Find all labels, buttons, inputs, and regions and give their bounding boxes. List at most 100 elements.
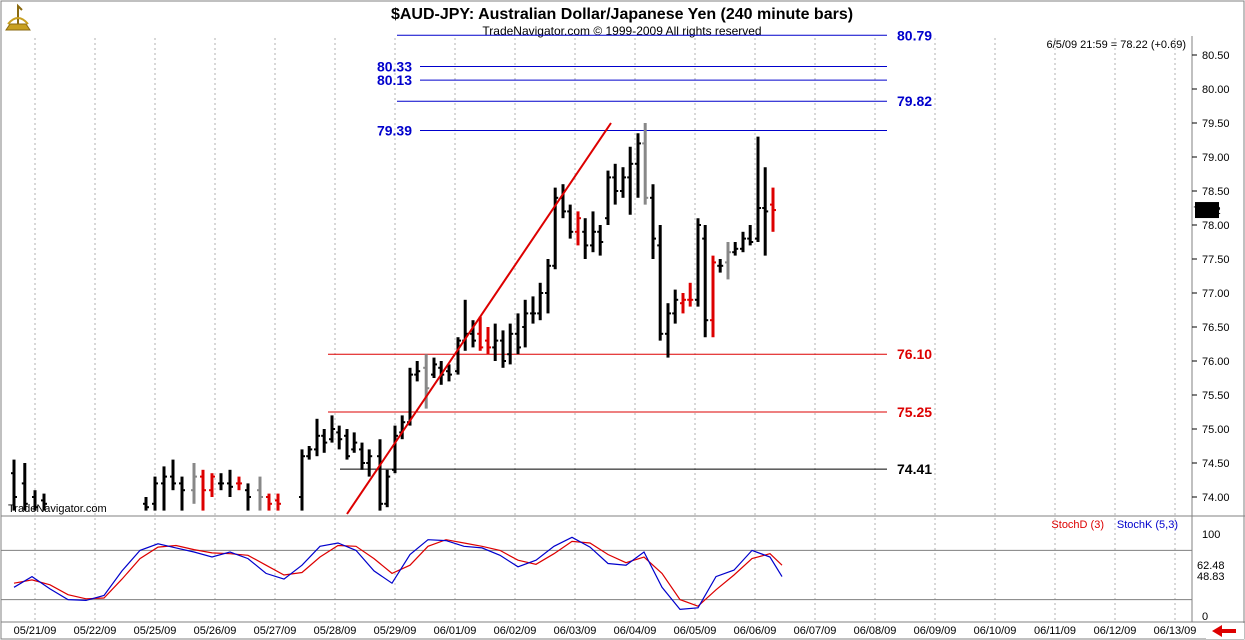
ohlc-bar xyxy=(537,282,544,321)
ohlc-bar xyxy=(710,255,716,338)
level-label: 80.79 xyxy=(897,27,932,43)
date-tick-label: 06/03/09 xyxy=(554,625,597,637)
price-tick-label: 78.50 xyxy=(1202,186,1230,198)
price-tick-label: 77.00 xyxy=(1202,288,1230,300)
ohlc-bar xyxy=(227,469,233,497)
date-tick-label: 06/12/09 xyxy=(1094,625,1137,637)
ohlc-bar xyxy=(275,493,281,511)
last-price-label: 78.22 xyxy=(1193,205,1221,217)
ohlc-bar xyxy=(687,282,694,307)
date-tick-label: 06/11/09 xyxy=(1034,625,1076,637)
date-tick-label: 06/13/09 xyxy=(1154,625,1197,637)
price-tick-label: 79.00 xyxy=(1202,152,1230,164)
ohlc-bar xyxy=(582,218,589,259)
ohlc-bar xyxy=(590,211,596,253)
date-tick-label: 06/09/09 xyxy=(914,625,957,637)
ohlc-bar xyxy=(755,136,761,242)
price-tick-label: 74.00 xyxy=(1202,492,1230,504)
date-tick-label: 06/05/09 xyxy=(674,625,717,637)
scroll-right-arrow-icon[interactable] xyxy=(1206,623,1244,639)
last-price-tag xyxy=(1195,202,1219,219)
ohlc-bar xyxy=(152,476,158,511)
price-tick-label: 80.00 xyxy=(1202,84,1230,96)
ohlc-bar xyxy=(336,425,343,450)
ohlc-bar xyxy=(245,483,251,511)
ohlc-bar xyxy=(257,476,263,511)
stoch-tick-label: 100 xyxy=(1202,529,1220,541)
price-tick-label: 75.50 xyxy=(1202,390,1230,402)
ohlc-bar xyxy=(732,242,739,256)
ohlc-bar xyxy=(627,146,634,215)
ohlc-bar xyxy=(359,442,365,470)
stoch-k-value: 48.83 xyxy=(1197,571,1225,583)
ohlc-bar xyxy=(384,469,391,508)
ohlc-bar xyxy=(414,361,421,382)
ohlc-bar xyxy=(329,415,335,443)
level-label: 75.25 xyxy=(897,404,932,420)
ohlc-bar xyxy=(492,323,499,361)
ohlc-bar xyxy=(545,259,551,314)
stoch-d-legend: StochD (3) xyxy=(1051,519,1104,531)
ohlc-bar xyxy=(209,473,215,497)
date-tick-label: 05/21/09 xyxy=(14,625,57,637)
ohlc-bar xyxy=(747,225,754,246)
tradenavigator-logo-icon xyxy=(5,3,31,31)
level-label: 79.82 xyxy=(897,93,932,109)
ohlc-bar xyxy=(702,225,709,338)
stoch-tick-label: 0 xyxy=(1202,611,1208,623)
ohlc-bar xyxy=(725,242,731,280)
ohlc-bar xyxy=(11,459,17,511)
ohlc-bar xyxy=(470,320,476,348)
ohlc-bar xyxy=(567,204,574,239)
ohlc-bar xyxy=(455,337,461,375)
price-tick-label: 80.50 xyxy=(1202,50,1230,62)
ohlc-bar xyxy=(266,493,272,511)
ohlc-bar xyxy=(672,289,679,324)
ohlc-bar xyxy=(392,425,398,474)
ohlc-bar xyxy=(650,184,656,259)
ohlc-bar xyxy=(236,476,242,491)
watermark-text: TradeNavigator.com xyxy=(8,503,107,515)
ohlc-bar xyxy=(351,432,358,453)
price-tick-label: 76.50 xyxy=(1202,322,1230,334)
ohlc-bar xyxy=(695,218,701,307)
price-tick-label: 77.50 xyxy=(1202,254,1230,266)
ohlc-bar xyxy=(477,316,484,351)
price-tick-label: 78.00 xyxy=(1202,220,1230,232)
chart-title: $AUD-JPY: Australian Dollar/Japanese Yen… xyxy=(391,6,853,23)
date-tick-label: 05/27/09 xyxy=(254,625,297,637)
ohlc-bar xyxy=(635,133,641,198)
date-tick-label: 06/10/09 xyxy=(974,625,1017,637)
date-tick-label: 06/04/09 xyxy=(614,625,657,637)
ohlc-bar xyxy=(314,418,320,457)
date-axis: 05/21/09 05/22/09 05/25/09 05/26/09 05/27/09… xyxy=(14,625,1197,637)
ohlc-bar xyxy=(200,469,206,511)
ohlc-bar xyxy=(657,225,664,341)
trendline xyxy=(346,122,612,515)
level-label: 79.39 xyxy=(377,122,412,138)
date-tick-label: 06/01/09 xyxy=(434,625,477,637)
ohlc-bar xyxy=(740,231,746,253)
date-tick-label: 06/07/09 xyxy=(794,625,837,637)
last-quote-readout: 6/5/09 21:59 = 78.22 (+0.69) xyxy=(1047,39,1186,51)
price-tick-label: 76.00 xyxy=(1202,356,1230,368)
price-bars xyxy=(11,123,776,511)
ohlc-bar xyxy=(143,497,149,511)
price-tick-label: 74.50 xyxy=(1202,458,1230,470)
stoch-k-line xyxy=(13,536,783,611)
ohlc-bar xyxy=(366,449,373,477)
ohlc-bar xyxy=(552,187,559,270)
ohlc-bar xyxy=(717,259,724,273)
ohlc-bar xyxy=(431,357,437,378)
ohlc-bar xyxy=(665,303,671,358)
ohlc-bar xyxy=(423,354,430,409)
level-label: 76.10 xyxy=(897,346,932,362)
level-label: 80.13 xyxy=(377,72,412,88)
vertical-grid xyxy=(34,38,1176,622)
date-tick-label: 06/06/09 xyxy=(734,625,777,637)
level-label: 74.41 xyxy=(897,461,932,477)
